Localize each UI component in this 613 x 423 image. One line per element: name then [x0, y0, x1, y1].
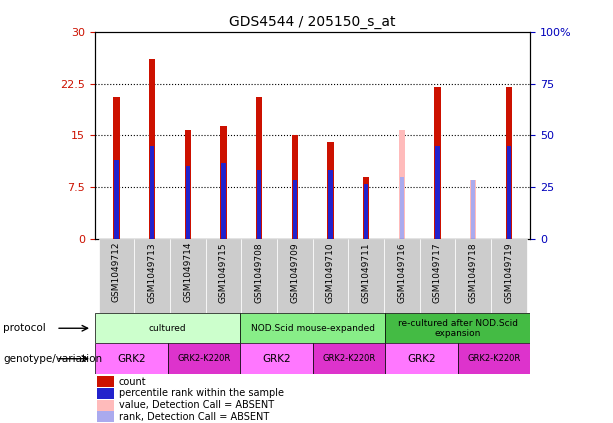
Bar — [185, 130, 191, 239]
Bar — [313, 343, 385, 374]
Text: cultured: cultured — [149, 324, 186, 333]
Bar — [150, 146, 154, 239]
Bar — [348, 239, 384, 313]
Text: genotype/variation: genotype/variation — [3, 354, 102, 364]
Text: GSM1049715: GSM1049715 — [219, 242, 228, 302]
Bar — [507, 146, 511, 239]
Text: GSM1049717: GSM1049717 — [433, 242, 442, 302]
Bar — [434, 87, 441, 239]
Bar — [240, 313, 385, 343]
Bar — [256, 97, 262, 239]
Bar — [506, 87, 512, 239]
Bar — [257, 170, 261, 239]
Text: value, Detection Call = ABSENT: value, Detection Call = ABSENT — [119, 400, 274, 410]
Bar — [97, 411, 114, 422]
Text: GSM1049712: GSM1049712 — [112, 242, 121, 302]
Text: GRK2-K220R: GRK2-K220R — [467, 354, 520, 363]
Bar — [95, 343, 167, 374]
Bar — [170, 239, 205, 313]
Text: GSM1049708: GSM1049708 — [254, 242, 264, 302]
Bar — [313, 239, 348, 313]
Bar — [220, 126, 227, 239]
Bar — [385, 343, 458, 374]
Bar — [364, 184, 368, 239]
Bar — [329, 170, 333, 239]
Bar — [292, 135, 298, 239]
Text: GRK2-K220R: GRK2-K220R — [177, 354, 230, 363]
Bar — [455, 239, 491, 313]
Bar — [385, 313, 530, 343]
Bar — [95, 313, 240, 343]
Bar — [205, 239, 242, 313]
Bar — [114, 159, 118, 239]
Bar — [327, 142, 333, 239]
Bar — [113, 97, 120, 239]
Text: re-cultured after NOD.Scid
expansion: re-cultured after NOD.Scid expansion — [398, 319, 518, 338]
Bar — [471, 180, 475, 239]
Text: protocol: protocol — [3, 323, 46, 333]
Text: GRK2-K220R: GRK2-K220R — [322, 354, 376, 363]
Bar — [97, 376, 114, 387]
Text: count: count — [119, 377, 147, 387]
Bar — [99, 239, 134, 313]
Text: GSM1049711: GSM1049711 — [362, 242, 371, 302]
Bar — [221, 163, 226, 239]
Bar — [470, 180, 476, 239]
Bar — [167, 343, 240, 374]
Bar — [435, 146, 440, 239]
Bar — [242, 239, 277, 313]
Text: GSM1049716: GSM1049716 — [397, 242, 406, 302]
Bar — [363, 177, 370, 239]
Bar — [384, 239, 420, 313]
Bar — [398, 130, 405, 239]
Bar — [458, 343, 530, 374]
Bar — [97, 400, 114, 411]
Text: GSM1049710: GSM1049710 — [326, 242, 335, 302]
Bar — [149, 59, 155, 239]
Text: GRK2: GRK2 — [407, 354, 436, 364]
Bar — [277, 239, 313, 313]
Bar — [491, 239, 527, 313]
Text: GSM1049714: GSM1049714 — [183, 242, 192, 302]
Text: GSM1049718: GSM1049718 — [469, 242, 478, 302]
Bar — [97, 388, 114, 399]
Bar — [186, 167, 190, 239]
Bar — [134, 239, 170, 313]
Text: GSM1049709: GSM1049709 — [291, 242, 299, 302]
Text: GSM1049719: GSM1049719 — [504, 242, 513, 302]
Bar — [240, 343, 313, 374]
Text: NOD.Scid mouse-expanded: NOD.Scid mouse-expanded — [251, 324, 375, 333]
Text: GRK2: GRK2 — [117, 354, 146, 364]
Text: GSM1049713: GSM1049713 — [148, 242, 156, 302]
Text: rank, Detection Call = ABSENT: rank, Detection Call = ABSENT — [119, 412, 269, 422]
Text: percentile rank within the sample: percentile rank within the sample — [119, 388, 284, 398]
Bar — [292, 180, 297, 239]
Bar — [420, 239, 455, 313]
Title: GDS4544 / 205150_s_at: GDS4544 / 205150_s_at — [229, 15, 396, 29]
Bar — [400, 177, 404, 239]
Text: GRK2: GRK2 — [262, 354, 291, 364]
